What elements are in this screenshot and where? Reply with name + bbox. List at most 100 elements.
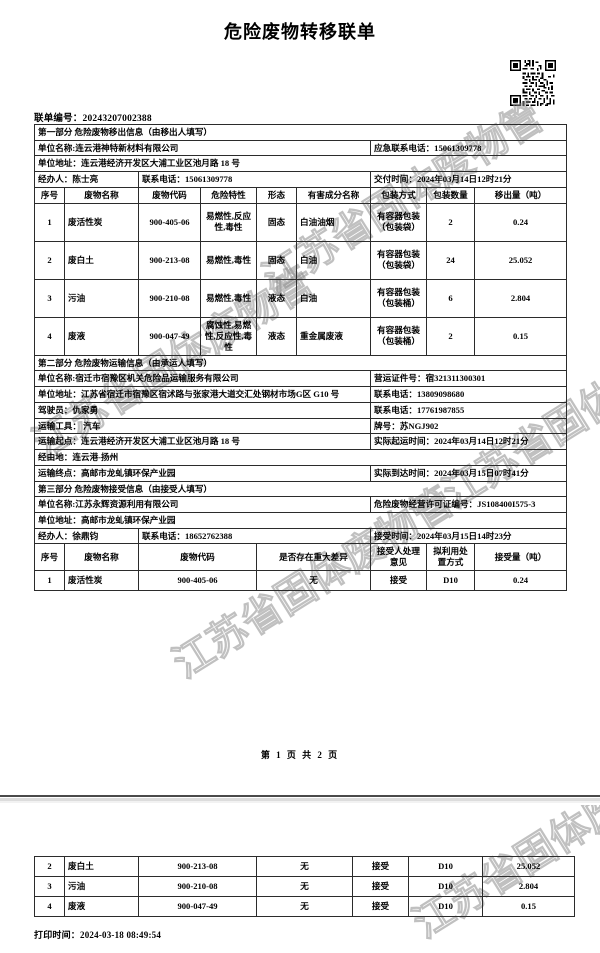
waste-cell-amount: 0.15 xyxy=(473,316,568,356)
receive-cell-no: 1 xyxy=(34,569,65,591)
section2-destination-cell: 运输终点：高邮市龙虬镇环保产业园 xyxy=(34,464,371,482)
section2-depart-time-value: 2024年03月14日12时21分 xyxy=(434,436,529,447)
receive-cell-code: 900-213-08 xyxy=(138,856,257,877)
receive-cell-no: 4 xyxy=(34,896,65,917)
receive-cell-name: 废活性炭 xyxy=(64,569,139,591)
section1-address-label: 单位地址： xyxy=(38,158,81,169)
waste-cell-no: 2 xyxy=(34,240,65,280)
section1-emergency-phone-value: 15061309778 xyxy=(434,142,482,153)
waste-table-header-row: 序号 废物名称 废物代码 危险特性 形态 有害成分名称 包装方式 包装数量 移出… xyxy=(34,186,568,204)
section1-emergency-phone-label: 应急联系电话： xyxy=(374,142,435,153)
section3-address-cell: 单位地址：高邮市龙虬镇环保产业园 xyxy=(33,512,568,529)
waste-cell-no: 3 xyxy=(34,278,65,318)
section3-handler-cell: 经办人：徐鼎钧 xyxy=(34,527,139,545)
receive-continuation-table: 2 废白土 900-213-08 无 接受 D10 25.052 3 污油 90… xyxy=(34,856,575,917)
receive-cell-method: D10 xyxy=(408,896,483,917)
section2-contact-phone-value: 13809098680 xyxy=(416,389,465,400)
section1-unit-name-cell: 单位名称:连云港神特新材料有限公司 xyxy=(34,139,371,157)
receive-cell-code: 900-210-08 xyxy=(138,876,257,897)
waste-cell-amount: 25.052 xyxy=(473,240,568,280)
print-time-value: 2024-03-18 08:49:54 xyxy=(80,930,162,940)
section2-unit-name-label: 单位名称: xyxy=(38,373,76,384)
receive-cell-difference: 无 xyxy=(256,876,353,897)
section1-handler-label: 经办人： xyxy=(38,174,73,185)
section3-handler-value: 徐鼎钧 xyxy=(72,530,99,541)
receive-col-difference: 是否存在重大差异 xyxy=(256,543,371,571)
section1-address-value: 连云港经济开发区大浦工业区池月路 18 号 xyxy=(80,158,240,169)
section2-license-cell: 营运证件号：宿321311300301 xyxy=(369,370,568,388)
waste-col-pkgcount: 包装数量 xyxy=(426,186,475,204)
waste-cell-hazard: 易燃性,毒性 xyxy=(200,240,257,280)
receive-cell-opinion: 接受 xyxy=(352,876,409,897)
manifest-serial-value: 20243207002388 xyxy=(82,114,152,124)
section3-heading: 第三部分 危险废物接受信息（由接受人填写） xyxy=(33,480,568,498)
waste-cell-code: 900-405-06 xyxy=(138,202,201,242)
table-row: 3 污油 900-210-08 无 接受 D10 2.804 xyxy=(34,876,575,897)
receive-cell-code: 900-405-06 xyxy=(138,569,257,591)
section2-destination-label: 运输终点： xyxy=(38,467,81,478)
table-row: 4 废液 900-047-49 无 接受 D10 0.15 xyxy=(34,896,575,917)
page-title: 危险废物转移联单 xyxy=(224,22,376,42)
waste-col-hazard: 危险特性 xyxy=(200,186,257,204)
waste-cell-name: 污油 xyxy=(64,278,139,318)
section2-unit-row: 单位名称:宿迁市宿豫区机关危险品运输服务有限公司 营运证件号：宿32131130… xyxy=(34,370,568,388)
section3-permit-value: JS108400I575-3 xyxy=(477,499,536,510)
section2-plate-label: 牌号： xyxy=(374,420,400,431)
waste-cell-amount: 2.804 xyxy=(473,278,568,318)
waste-cell-no: 4 xyxy=(34,316,65,356)
section2-contact-phone-cell: 联系电话：13809098680 xyxy=(369,386,568,403)
waste-cell-pkgcount: 6 xyxy=(426,278,475,318)
section3-handler-row: 经办人：徐鼎钧 联系电话：18652762388 接受时间：2024年03月15… xyxy=(34,527,568,545)
table-row: 1 废活性炭 900-405-06 易燃性,反应性,毒性 固态 白油油烟 有容器… xyxy=(34,202,568,242)
section1-handler-cell: 经办人：陈士亮 xyxy=(34,171,139,188)
waste-cell-packaging: 有容器包装（包装袋） xyxy=(370,202,427,242)
receive-cell-opinion: 接受 xyxy=(352,856,409,877)
section2-heading: 第二部分 危险废物运输信息（由承运人填写） xyxy=(33,354,568,372)
section3-address-row: 单位地址：高邮市龙虬镇环保产业园 xyxy=(33,512,568,529)
waste-cell-no: 1 xyxy=(34,202,65,242)
receive-cell-method: D10 xyxy=(408,856,483,877)
receive-table-header-row: 序号 废物名称 废物代码 是否存在重大差异 接受人处理意见 拟利用处置方式 接受… xyxy=(34,543,568,571)
waste-cell-hazard: 易燃性,反应性,毒性 xyxy=(200,202,257,242)
table-row: 2 废白土 900-213-08 无 接受 D10 25.052 xyxy=(34,856,575,877)
waste-cell-component: 白油 xyxy=(296,240,371,280)
section2-plate-cell: 牌号：苏NGJ902 xyxy=(369,417,568,435)
section1-handler-value: 陈士亮 xyxy=(72,174,99,185)
table-row: 1 废活性炭 900-405-06 无 接受 D10 0.24 xyxy=(34,569,568,591)
page-separator xyxy=(0,794,600,805)
section2-driver-row: 驾驶员：仇家勇 联系电话：17761987855 xyxy=(34,401,568,419)
section3-address-value: 高邮市龙虬镇环保产业园 xyxy=(80,515,176,526)
section2-via-cell: 经由地：连云港-扬州 xyxy=(33,449,568,466)
qr-code-icon xyxy=(510,60,556,106)
section3-contact-phone-value: 18652762388 xyxy=(184,530,233,541)
section2-arrive-time-cell: 实际到达时间：2024年03月15日07时41分 xyxy=(369,464,568,482)
section2-origin-cell: 运输起点：连云港经济开发区大浦工业区池月路 18 号 xyxy=(34,433,371,451)
waste-cell-form: 固态 xyxy=(256,202,297,242)
section1-emergency-phone-cell: 应急联系电话：15061309778 xyxy=(369,139,568,157)
waste-cell-form: 固态 xyxy=(256,240,297,280)
section2-via-row: 经由地：连云港-扬州 xyxy=(33,449,568,466)
receive-cell-code: 900-047-49 xyxy=(138,896,257,917)
section1-delivery-time-cell: 交付时间：2024年03月14日12时21分 xyxy=(369,171,568,188)
section2-address-cell: 单位地址：江苏省宿迁市宿豫区宿沭路与张家港大道交汇处钢材市场G区 G10 号 xyxy=(34,386,371,403)
section1-unit-name-label: 单位名称: xyxy=(38,142,76,153)
section1-contact-phone-label: 联系电话： xyxy=(142,174,185,185)
receive-col-code: 废物代码 xyxy=(138,543,257,571)
section3-permit-label: 危险废物经营许可证编号： xyxy=(374,499,478,510)
section2-destination-row: 运输终点：高邮市龙虬镇环保产业园 实际到达时间：2024年03月15日07时41… xyxy=(34,464,568,482)
page-indicator: 第 1 页 共 2 页 xyxy=(260,750,340,760)
section2-depart-time-cell: 实际起运时间：2024年03月14日12时21分 xyxy=(369,433,568,451)
receive-cell-method: D10 xyxy=(426,569,475,591)
section2-driver-phone-label: 联系电话： xyxy=(374,404,417,415)
section2-address-label: 单位地址： xyxy=(38,389,81,400)
section3-accept-time-cell: 接受时间：2024年03月15日14时23分 xyxy=(369,527,568,545)
section2-depart-time-label: 实际起运时间： xyxy=(374,436,435,447)
section1-heading-row: 第一部分 危险废物移出信息（由移出人填写） xyxy=(33,124,568,141)
section3-unit-name-cell: 单位名称:江苏永辉资源利用有限公司 xyxy=(34,496,371,514)
section3-unit-name-value: 江苏永辉资源利用有限公司 xyxy=(75,499,179,510)
receive-cell-difference: 无 xyxy=(256,896,353,917)
waste-col-no: 序号 xyxy=(34,186,65,204)
section2-via-label: 经由地： xyxy=(38,452,73,463)
table-row: 4 废液 900-047-49 腐蚀性,易燃性,反应性,毒性 液态 重金属废液 … xyxy=(34,316,568,356)
manifest-table: 第一部分 危险废物移出信息（由移出人填写） 单位名称:连云港神特新材料有限公司 … xyxy=(33,124,568,591)
